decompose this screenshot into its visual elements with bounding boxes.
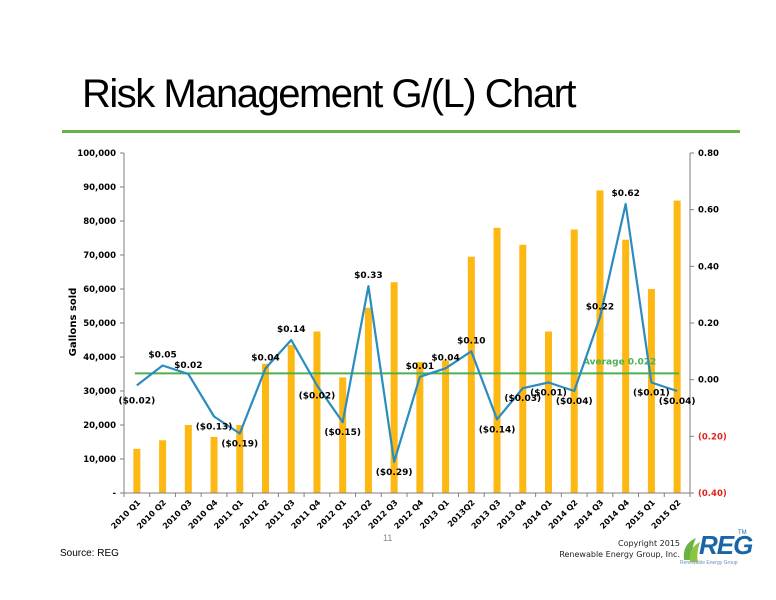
bar (364, 307, 372, 493)
bar (467, 256, 475, 493)
bar (339, 377, 347, 493)
y-axis-label: Gallons sold (68, 288, 79, 357)
average-label: Average 0.022 (583, 357, 656, 367)
data-label: $0.02 (174, 361, 202, 371)
logo-text: REG (699, 530, 753, 560)
y-tick-label: 90,000 (83, 183, 116, 193)
bar (545, 331, 552, 493)
gain-loss-line (136, 202, 678, 463)
y2-tick-label: 0.80 (698, 149, 719, 159)
bar (493, 227, 501, 494)
copyright: Copyright 2015 Renewable Energy Group, I… (548, 538, 680, 560)
data-label: $0.33 (354, 271, 382, 281)
data-label: ($0.04) (659, 397, 696, 407)
source-note: Source: REG (60, 548, 119, 559)
bar (570, 229, 578, 493)
bar (416, 362, 424, 493)
logo-tm: TM (738, 530, 747, 536)
bar (622, 239, 630, 493)
bar (673, 200, 681, 493)
bar (159, 440, 167, 493)
reg-logo-icon (683, 538, 700, 562)
y2-tick-label: (0.20) (698, 432, 727, 442)
bar (210, 436, 218, 493)
bar (596, 190, 604, 493)
title-rule (62, 130, 740, 133)
y-tick-label: 100,000 (77, 149, 116, 159)
data-label: ($0.13) (196, 423, 233, 433)
page-number: 11 (383, 533, 393, 543)
bar (287, 345, 295, 493)
bar (262, 363, 269, 493)
data-label: ($0.02) (299, 391, 336, 401)
data-label: $0.05 (148, 351, 176, 361)
y2-tick-label: 0.00 (698, 376, 719, 386)
bar (519, 244, 527, 493)
bar (390, 282, 398, 493)
y2-tick-label: 0.20 (698, 319, 719, 329)
bar (647, 289, 655, 493)
data-label: ($0.03) (504, 394, 541, 404)
data-label: ($0.19) (221, 440, 258, 450)
y-tick-label: 40,000 (83, 353, 116, 363)
y-tick-label: 30,000 (83, 387, 116, 397)
data-label: ($0.15) (324, 428, 361, 438)
y-tick-label: 70,000 (83, 251, 116, 261)
bar (236, 425, 244, 493)
data-label: $0.01 (406, 362, 434, 372)
data-label: $0.14 (277, 325, 305, 335)
y-tick-label: 10,000 (83, 455, 116, 465)
data-label: $0.62 (611, 189, 639, 199)
bar (184, 425, 192, 493)
copyright-line-2: Renewable Energy Group, Inc. (559, 550, 680, 559)
bar (133, 448, 141, 493)
logo-tagline: Renewable Energy Group (680, 560, 738, 566)
y2-tick-label: 0.40 (698, 262, 719, 272)
bar (313, 331, 321, 493)
data-label: ($0.29) (376, 468, 413, 478)
data-label: $0.22 (586, 302, 614, 312)
data-label: $0.04 (431, 353, 459, 363)
y-tick-label: 50,000 (83, 319, 116, 329)
y-tick-label: - (112, 489, 116, 499)
data-label: ($0.14) (479, 425, 516, 435)
y2-tick-label: 0.60 (698, 206, 719, 216)
y-tick-label: 20,000 (83, 421, 116, 431)
data-label: $0.04 (251, 353, 279, 363)
data-label: ($0.01) (633, 389, 670, 399)
data-label: ($0.01) (530, 389, 567, 399)
y-tick-label: 80,000 (83, 217, 116, 227)
copyright-line-1: Copyright 2015 (618, 539, 680, 548)
y-tick-label: 60,000 (83, 285, 116, 295)
bar (442, 360, 450, 493)
data-label: $0.10 (457, 336, 485, 346)
slide-title: Risk Management G/(L) Chart (82, 72, 577, 116)
y2-tick-label: (0.40) (698, 489, 727, 499)
data-label: ($0.04) (556, 397, 593, 407)
data-label: ($0.02) (119, 396, 156, 406)
